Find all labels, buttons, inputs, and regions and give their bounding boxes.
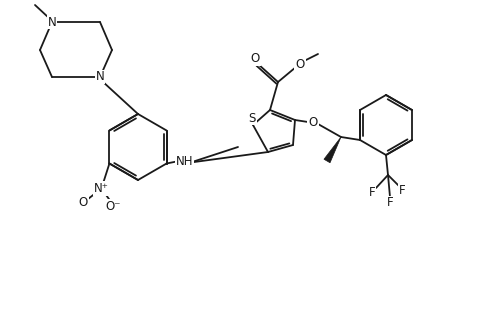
Text: S: S xyxy=(248,112,256,124)
Text: F: F xyxy=(387,196,393,210)
Text: F: F xyxy=(399,183,405,196)
Text: N⁺: N⁺ xyxy=(94,182,109,195)
Text: N: N xyxy=(48,16,56,28)
Text: NH: NH xyxy=(176,155,194,168)
Polygon shape xyxy=(324,137,341,163)
Text: O: O xyxy=(295,57,305,71)
Text: O: O xyxy=(308,115,318,128)
Text: O⁻: O⁻ xyxy=(106,200,121,213)
Text: N: N xyxy=(96,71,104,83)
Text: O: O xyxy=(79,196,88,209)
Text: F: F xyxy=(368,185,375,199)
Text: O: O xyxy=(250,52,260,65)
